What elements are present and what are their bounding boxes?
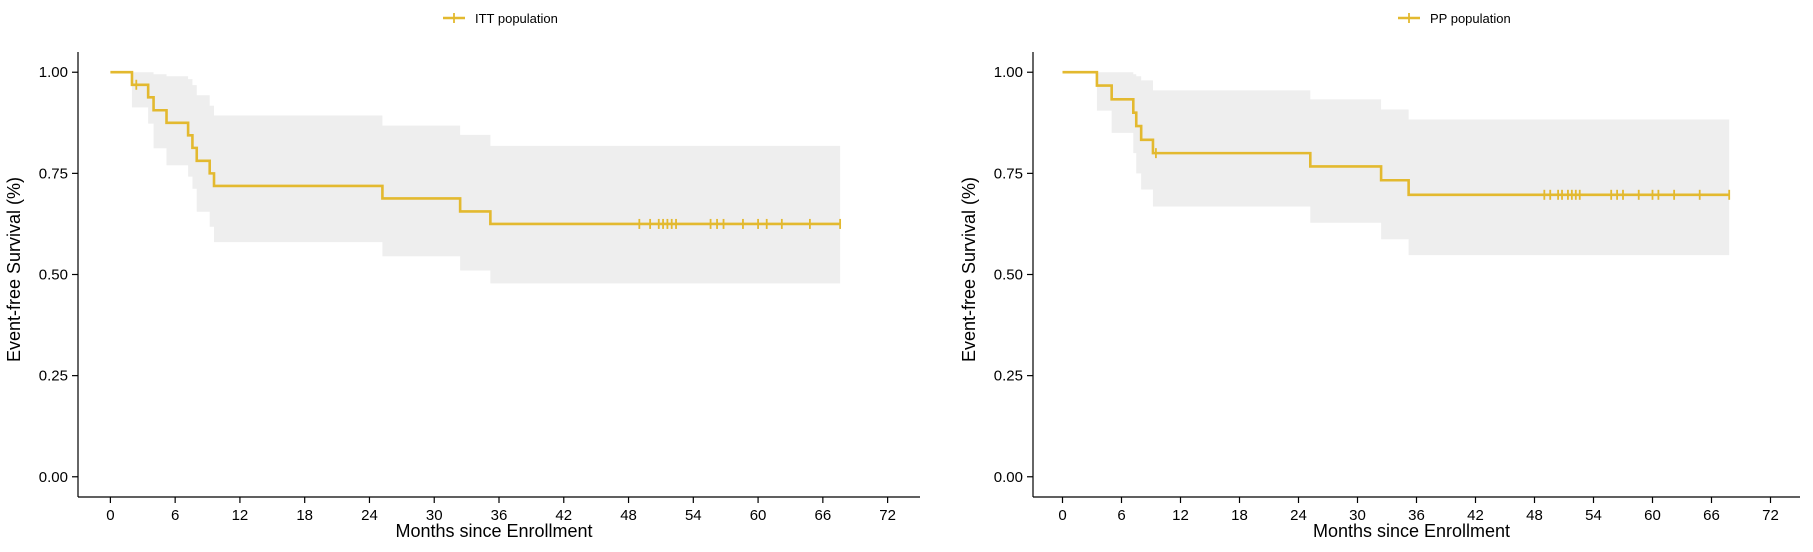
x-tick-label: 12 (232, 507, 249, 524)
x-tick-label: 60 (750, 507, 767, 524)
x-tick-label: 54 (685, 507, 702, 524)
x-tick-label: 12 (1172, 507, 1189, 524)
panel-pp: 0.00 0.25 0.50 0.75 1.00 0 6 12 18 24 30 36 42 48 54 60… (959, 11, 1800, 541)
panel-itt: 0.00 0.25 0.50 0.75 1.00 0 6 12 18 24 30 36 42 48 54 60… (4, 11, 920, 541)
x-tick-label: 42 (1467, 507, 1484, 524)
y-tick-label: 0.00 (994, 469, 1023, 486)
x-tick-label: 30 (1349, 507, 1366, 524)
x-tick-label: 36 (1408, 507, 1425, 524)
y-tick-label: 0.25 (994, 368, 1023, 385)
x-tick-label: 60 (1644, 507, 1661, 524)
x-tick-label: 66 (815, 507, 832, 524)
x-tick-label: 66 (1703, 507, 1720, 524)
confidence-band (1062, 72, 1730, 256)
legend-label: ITT population (475, 11, 558, 26)
x-tick-label: 0 (1058, 507, 1066, 524)
legend: PP population (1398, 11, 1511, 26)
survival-line (1062, 70, 1730, 197)
y-tick-label: 1.00 (994, 64, 1023, 81)
x-tick-label: 24 (1290, 507, 1307, 524)
x-tick-label: 42 (555, 507, 572, 524)
x-tick-label: 18 (296, 507, 313, 524)
x-tick-label: 72 (1762, 507, 1779, 524)
x-tick-label: 48 (1526, 507, 1543, 524)
legend: ITT population (443, 11, 558, 26)
x-axis-title: Months since Enrollment (395, 521, 592, 541)
legend-label: PP population (1430, 11, 1511, 26)
x-tick-label: 18 (1231, 507, 1248, 524)
confidence-band (110, 72, 841, 284)
y-tick-label: 0.00 (39, 469, 68, 486)
x-tick-label: 24 (361, 507, 378, 524)
y-axis-title: Event-free Survival (%) (959, 177, 979, 362)
y-tick-label: 0.25 (39, 368, 68, 385)
x-tick-label: 48 (620, 507, 637, 524)
x-tick-label: 72 (879, 507, 896, 524)
y-tick-label: 0.75 (39, 165, 68, 182)
y-tick-label: 1.00 (39, 64, 68, 81)
x-tick-label: 54 (1585, 507, 1602, 524)
x-axis-title: Months since Enrollment (1313, 521, 1510, 541)
y-axis-title: Event-free Survival (%) (4, 177, 24, 362)
y-tick-label: 0.75 (994, 165, 1023, 182)
x-tick-label: 0 (106, 507, 114, 524)
x-tick-label: 36 (491, 507, 508, 524)
x-tick-label: 6 (1117, 507, 1125, 524)
x-tick-label: 30 (426, 507, 443, 524)
x-tick-label: 6 (171, 507, 179, 524)
y-tick-label: 0.50 (994, 267, 1023, 284)
y-tick-label: 0.50 (39, 267, 68, 284)
survival-line (110, 70, 841, 226)
